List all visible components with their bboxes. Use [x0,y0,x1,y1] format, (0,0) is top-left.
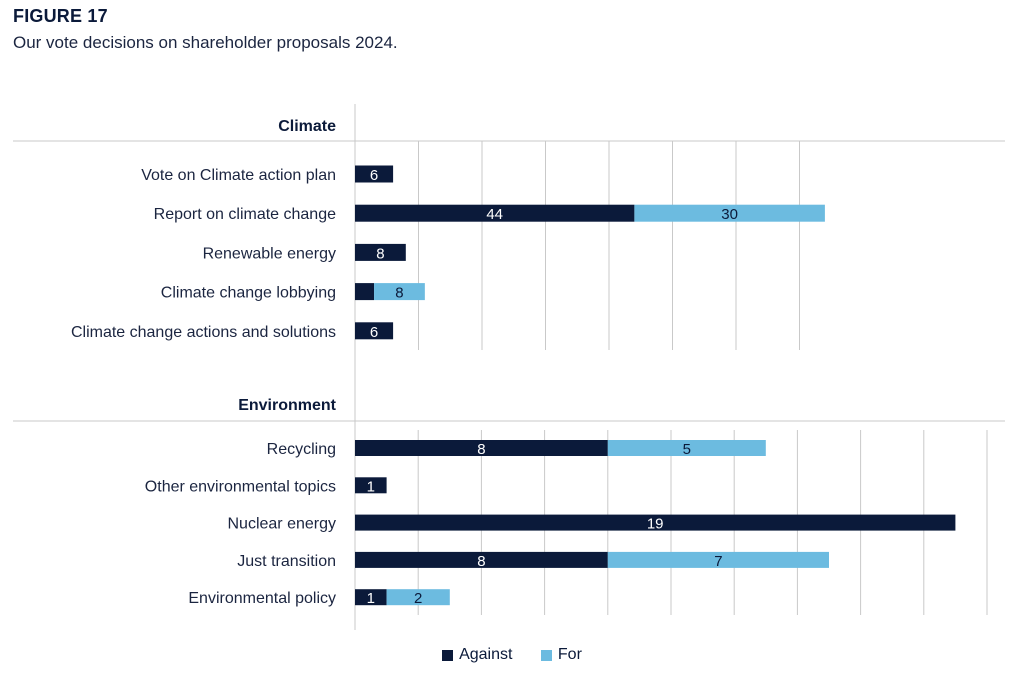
category-label: Renewable energy [203,245,336,262]
figure-title: FIGURE 17 [13,6,108,26]
bar-against [355,165,394,183]
group-header-climate: Climate [278,118,336,135]
data-label-for: 5 [683,441,691,458]
bar-for [634,204,825,222]
data-label-against: 8 [477,441,485,458]
data-label-against: 44 [486,206,503,223]
data-label-against: 1 [367,478,375,495]
legend-item-for: For [540,646,582,664]
bar-against [355,589,387,606]
bar-against [355,243,406,261]
data-label-against: 8 [477,553,485,570]
category-label: Recycling [267,441,336,458]
category-label: Other environmental topics [145,478,336,495]
bar-against [355,477,387,494]
legend-label-for: For [557,646,582,663]
group-header-environment: Environment [238,397,336,414]
category-label: Environmental policy [188,590,336,607]
category-label: Climate change actions and solutions [71,324,336,341]
data-label-for: 2 [414,590,422,607]
data-label-against: 8 [376,245,384,262]
bar-against [355,283,375,301]
bar-for [374,283,425,301]
legend-label-against: Against [459,646,513,663]
stacked-bar-chart: Climate Vote on Climate action plan 6 Repor… [13,104,1005,630]
chart-legend: Against For [0,646,1024,666]
bar-against [355,440,608,456]
bar-against [355,514,956,531]
data-label-against: 1 [367,590,375,607]
category-label: Just transition [237,553,336,570]
data-label-against: 6 [370,324,378,341]
category-label: Climate change lobbying [161,285,336,302]
figure-subtitle: Our vote decisions on shareholder propos… [13,33,398,52]
bar-for [607,551,829,568]
category-label: Vote on Climate action plan [141,167,336,184]
legend-swatch-against [442,649,454,661]
bar-against [355,322,394,340]
category-label: Nuclear energy [228,516,337,533]
data-label-for: 30 [721,206,738,223]
category-label: Report on climate change [154,206,336,223]
bar-against [355,204,635,222]
bar-for [386,589,450,606]
data-label-against: 6 [370,167,378,184]
legend-item-against: Against [442,646,512,664]
data-label-for: 7 [714,553,722,570]
legend-swatch-for [540,649,552,661]
data-label-for: 8 [395,285,403,302]
bar-against [355,551,608,568]
data-label-against: 19 [647,516,664,533]
bar-for [607,440,766,456]
